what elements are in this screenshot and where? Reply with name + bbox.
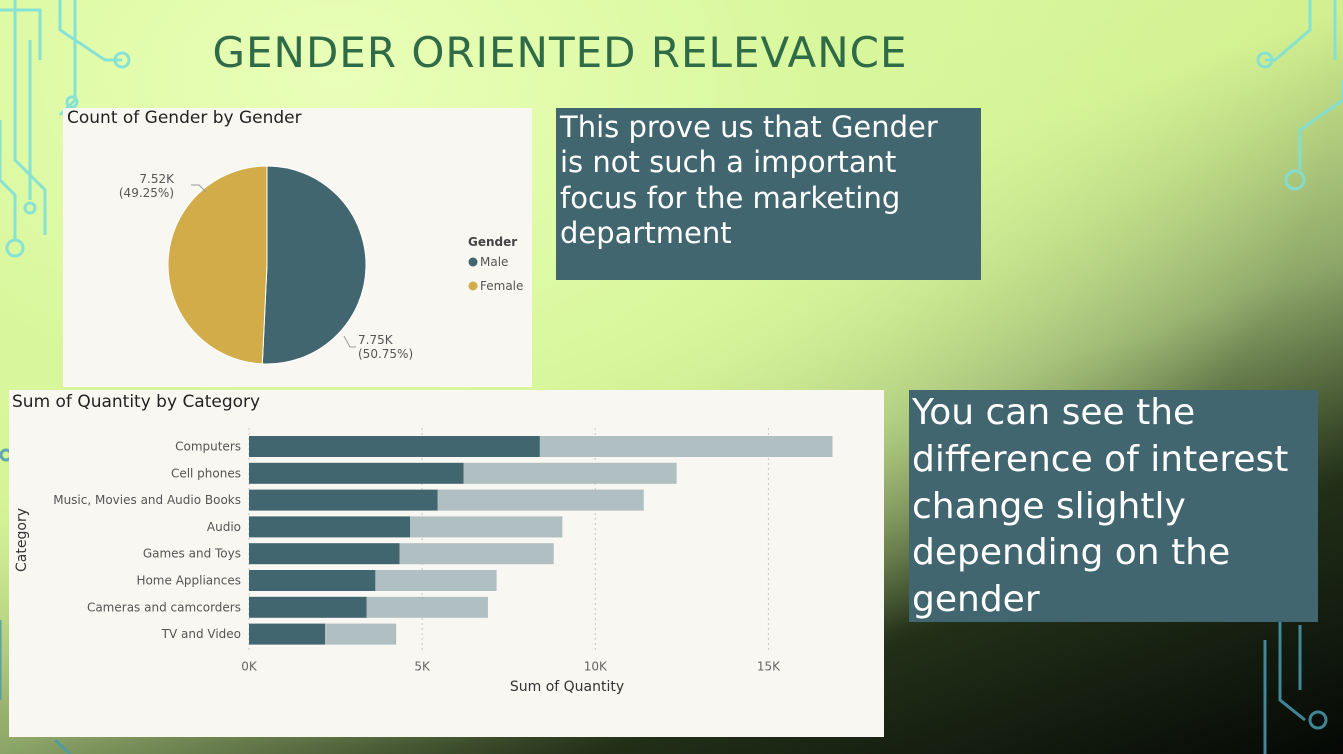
bar-segment-series-2[interactable] xyxy=(399,543,554,565)
category-label: Games and Toys xyxy=(143,547,241,561)
bar-segment-series-1[interactable] xyxy=(249,462,464,484)
category-label: Audio xyxy=(207,520,241,534)
x-tick-label: 10K xyxy=(584,659,608,673)
bar-segment-series-1[interactable] xyxy=(249,516,411,538)
pie-slice-female[interactable] xyxy=(167,165,268,365)
bar-segment-series-2[interactable] xyxy=(366,596,488,618)
category-bar-chart: Computers Cell phones Music, Movies and Au… xyxy=(14,428,833,695)
pie-slice-male[interactable] xyxy=(261,165,367,365)
legend-swatch-male xyxy=(468,257,478,267)
bar-segment-series-2[interactable] xyxy=(463,462,677,484)
category-label: Home Appliances xyxy=(136,574,241,588)
pie-label-male-pct: (50.75%) xyxy=(358,347,413,361)
x-tick-label: 0K xyxy=(241,659,258,673)
legend-title: Gender xyxy=(468,235,517,249)
x-tick-label: 15K xyxy=(757,659,781,673)
insight-callout-top: This prove us that Gender is not such a … xyxy=(556,108,981,280)
callout-line: is not such a important xyxy=(560,145,897,180)
pie-label-male-value: 7.75K xyxy=(358,333,394,347)
bar-segment-series-2[interactable] xyxy=(539,436,833,457)
callout-line: This prove us that Gender xyxy=(560,110,938,144)
callout-line: department xyxy=(560,216,732,251)
pie-label-female-value: 7.52K xyxy=(139,172,175,186)
category-label: Computers xyxy=(175,440,241,454)
pie-label-female-pct: (49.25%) xyxy=(119,186,174,200)
category-label: Music, Movies and Audio Books xyxy=(53,493,241,507)
x-tick-label: 5K xyxy=(414,659,431,673)
bar-segment-series-1[interactable] xyxy=(249,489,438,511)
pie-leader-female xyxy=(191,184,207,193)
bar-chart-card[interactable]: Sum of Quantity by Category Computers Cel… xyxy=(9,390,884,737)
bar-segment-series-2[interactable] xyxy=(325,623,397,645)
bar-chart-title: Sum of Quantity by Category xyxy=(12,392,261,412)
bar-segment-series-1[interactable] xyxy=(249,543,400,565)
bar-segment-series-2[interactable] xyxy=(410,516,563,538)
bar-segment-series-1[interactable] xyxy=(249,596,367,618)
bar-segment-series-1[interactable] xyxy=(249,436,540,457)
callout-line: You can see the xyxy=(912,392,1196,433)
pie-leader-male xyxy=(343,335,356,348)
callout-line: gender xyxy=(912,579,1040,621)
gender-pie-chart: 7.52K (49.25%) 7.75K (50.75%) Gender Mal… xyxy=(119,165,523,365)
legend-swatch-female xyxy=(468,281,478,291)
x-axis-label: Sum of Quantity xyxy=(510,679,624,695)
callout-line: change slightly xyxy=(912,485,1186,527)
pie-chart-card[interactable]: Count of Gender by Gender 7.52K (49.25%)… xyxy=(63,108,532,387)
callout-line: depending on the xyxy=(912,532,1231,574)
bar-segment-series-1[interactable] xyxy=(249,570,376,591)
bar-segment-series-1[interactable] xyxy=(249,623,326,645)
insight-callout-bottom: You can see the difference of interest c… xyxy=(909,390,1318,622)
slide-title: GENDER ORIENTED RELEVANCE xyxy=(212,28,908,77)
category-label: TV and Video xyxy=(161,627,241,641)
callout-line: focus for the marketing xyxy=(560,180,901,215)
legend-label-female[interactable]: Female xyxy=(480,279,523,293)
category-label: Cameras and camcorders xyxy=(87,600,241,614)
callout-line: difference of interest xyxy=(912,438,1289,480)
bar-segment-series-2[interactable] xyxy=(437,489,644,511)
legend-label-male[interactable]: Male xyxy=(480,255,508,269)
pie-chart-title: Count of Gender by Gender xyxy=(67,108,302,128)
category-label: Cell phones xyxy=(171,466,241,480)
bar-segment-series-2[interactable] xyxy=(375,570,497,591)
y-axis-label: Category xyxy=(14,508,30,572)
